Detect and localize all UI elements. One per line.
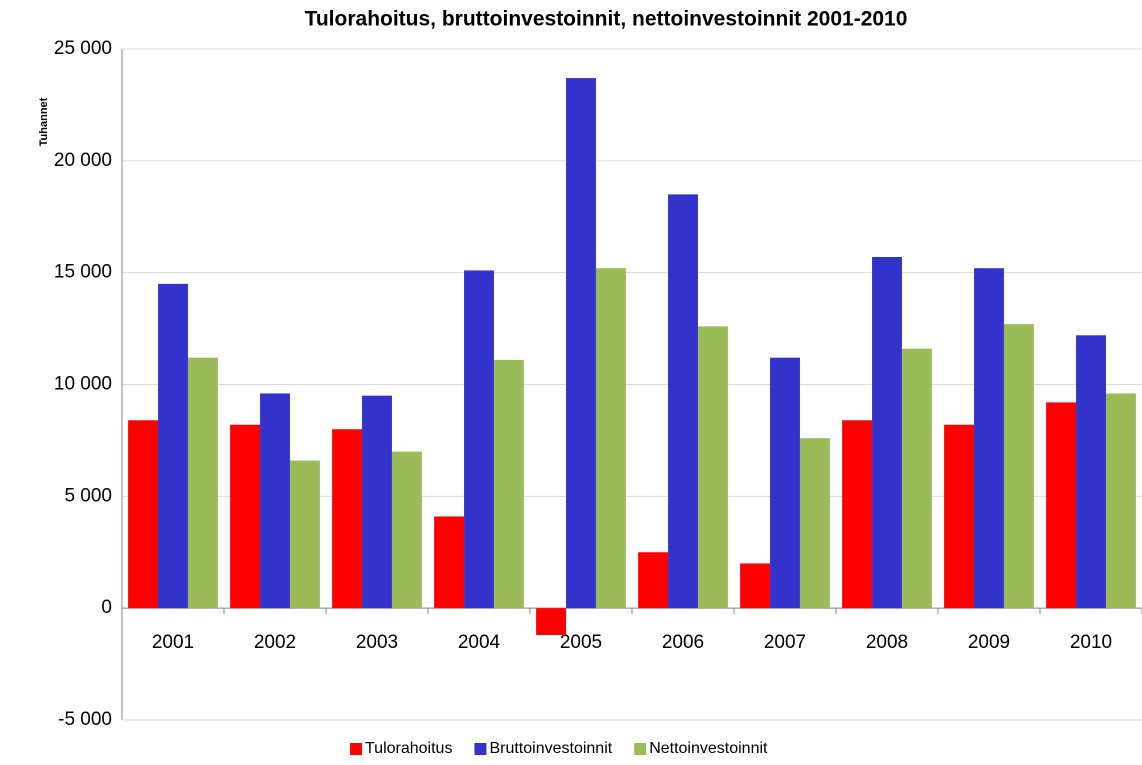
chart-title: Tulorahoitus, bruttoinvestoinnit, nettoi… [305, 8, 908, 31]
bar [944, 424, 975, 609]
bar [158, 283, 188, 609]
bar [595, 268, 626, 609]
bar [362, 395, 392, 609]
bar [974, 268, 1004, 609]
bar [434, 516, 465, 609]
x-tick-label: 2002 [254, 632, 296, 653]
bar [464, 270, 494, 609]
bar [770, 357, 800, 609]
bar [638, 552, 669, 609]
legend-swatch [474, 743, 487, 755]
x-tick-label: 2007 [764, 632, 806, 653]
bar [740, 563, 771, 609]
y-tick-label: 5 000 [64, 485, 112, 506]
y-tick-label: 25 000 [54, 38, 112, 59]
bar [1046, 402, 1077, 609]
bar [842, 420, 873, 609]
x-tick-label: 2006 [662, 632, 704, 653]
y-tick-label: 20 000 [54, 150, 112, 171]
bar [799, 438, 830, 609]
legend-swatch [634, 743, 647, 755]
bar [1076, 335, 1106, 609]
x-tick-label: 2001 [152, 632, 194, 653]
bar [391, 451, 422, 609]
y-tick-label: -5 000 [58, 709, 112, 730]
legend-label: Nettoinvestoinnit [649, 740, 768, 757]
bar [697, 326, 728, 609]
y-axis-label: Tuhannet [38, 97, 50, 146]
bar [332, 429, 363, 609]
bar [668, 194, 698, 609]
legend-label: Tulorahoitus [365, 740, 452, 757]
y-tick-label: 10 000 [54, 374, 112, 395]
bar [260, 393, 290, 609]
legend-label: Bruttoinvestoinnit [489, 740, 612, 757]
bar [872, 257, 902, 609]
bar [289, 460, 320, 609]
bar [1003, 324, 1034, 609]
x-tick-label: 2008 [866, 632, 908, 653]
y-tick-label: 15 000 [54, 262, 112, 283]
bar [187, 357, 218, 609]
x-tick-label: 2010 [1070, 632, 1112, 653]
bar [566, 78, 596, 609]
y-tick-label: 0 [101, 597, 112, 618]
bar [493, 359, 524, 609]
bar [1105, 393, 1136, 609]
bar [230, 424, 261, 609]
legend-swatch [350, 743, 362, 755]
bar [536, 608, 567, 636]
x-tick-label: 2003 [356, 632, 398, 653]
bar [128, 420, 159, 609]
x-tick-label: 2005 [560, 632, 602, 653]
bar [901, 348, 932, 609]
x-tick-label: 2009 [968, 632, 1010, 653]
x-tick-label: 2004 [458, 632, 501, 653]
